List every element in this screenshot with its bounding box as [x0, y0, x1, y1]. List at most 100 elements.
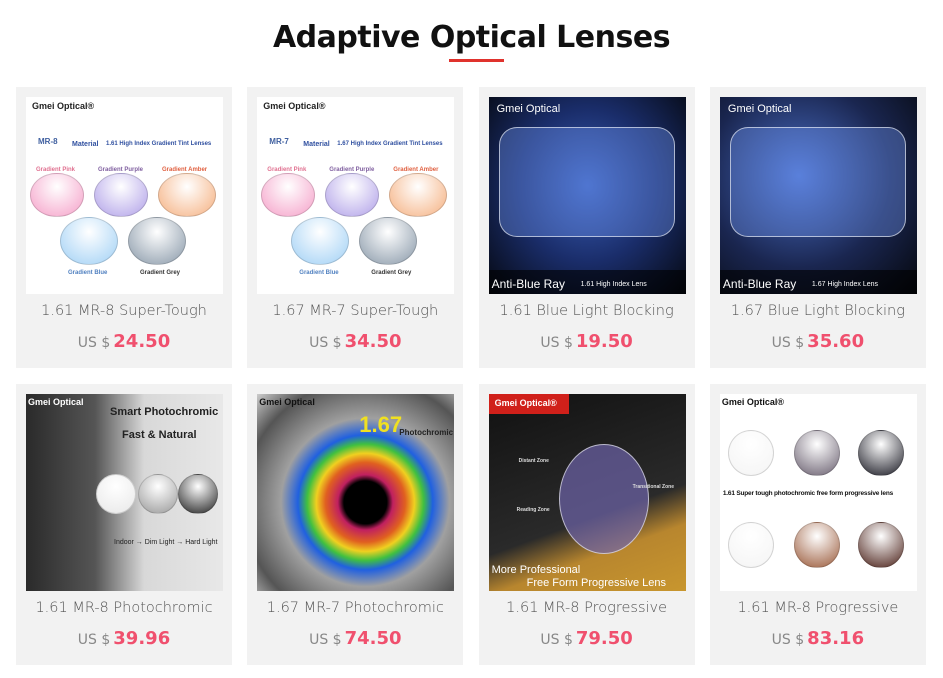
product-title[interactable]: 1.67 MR-7 Super-Tough — [272, 303, 439, 319]
product-card[interactable]: Gmei Optical® MR-7 Material 1.67 High Index… — [247, 87, 464, 368]
product-image[interactable]: Gmei Optical Smart Photochromic Fast & Nat… — [26, 394, 223, 591]
lens-graphic — [857, 430, 904, 476]
caption-band — [719, 270, 917, 294]
price-value: 24.50 — [113, 331, 171, 352]
product-title[interactable]: 1.67 Blue Light Blocking — [730, 303, 905, 319]
price-value: 83.16 — [807, 628, 865, 649]
product-title[interactable]: 1.61 MR-8 Photochromic — [35, 600, 213, 616]
product-image[interactable]: Gmei Optical® MR-7 Material 1.67 High Index… — [257, 97, 455, 294]
image-text: 1.67 High Index Lens — [811, 281, 879, 288]
product-image[interactable]: Gmei Optical Anti-Blue Ray 1.61 High Index… — [488, 97, 686, 294]
lens-graphic — [325, 173, 380, 217]
product-price: US $34.50 — [247, 331, 463, 352]
product-price: US $35.60 — [710, 331, 926, 352]
currency-label: US $ — [771, 335, 805, 351]
image-text: Gmei Optical — [259, 397, 315, 407]
image-text: Gradient Purple — [329, 167, 375, 173]
price-value: 79.50 — [575, 628, 633, 649]
currency-label: US $ — [540, 632, 573, 648]
product-card[interactable]: Gmei Optical Smart Photochromic Fast & Nat… — [16, 384, 232, 665]
price-value: 19.50 — [575, 331, 633, 352]
image-text: Material — [72, 141, 99, 148]
product-price: US $19.50 — [479, 331, 695, 352]
currency-label: US $ — [77, 632, 111, 648]
image-text: Gradient Purple — [98, 167, 144, 173]
lens-graphic — [96, 474, 136, 514]
image-text: Gmei Optical® — [32, 101, 95, 111]
lens-graphic — [60, 217, 118, 265]
image-text: Gmei Optical® — [263, 101, 326, 111]
product-title[interactable]: 1.61 Blue Light Blocking — [499, 303, 674, 319]
image-text: 1.61 Super tough photochromic free form … — [722, 490, 894, 497]
lens-graphic — [857, 522, 904, 568]
lens-graphic — [729, 127, 906, 237]
product-image[interactable]: Gmei Optical Anti-Blue Ray 1.67 High Index… — [719, 97, 917, 294]
product-card[interactable]: Gmei Optical® 1.61 Super tough photochrom… — [709, 384, 926, 665]
currency-label: US $ — [540, 335, 573, 351]
product-image[interactable]: Gmei Optical 1.67 Photochromic — [257, 394, 455, 591]
image-text: MR-8 — [38, 137, 58, 146]
image-text: Gmei Optical® — [721, 397, 785, 407]
product-price: US $74.50 — [247, 628, 463, 649]
product-card[interactable]: Gmei Optical 1.67 Photochromic 1.67 MR-7 Ph… — [247, 384, 464, 665]
image-text: Gmei Optical — [496, 103, 561, 115]
product-card[interactable]: Gmei Optical® Distant Zone Transitional Zo… — [478, 384, 695, 665]
image-text: Gradient Amber — [162, 167, 208, 173]
product-card[interactable]: Gmei Optical Anti-Blue Ray 1.67 High Index… — [709, 87, 926, 368]
image-text: More Professional — [491, 564, 581, 576]
currency-label: US $ — [77, 335, 111, 351]
product-title[interactable]: 1.61 MR-8 Progressive — [506, 600, 668, 616]
lens-graphic — [94, 173, 148, 217]
product-title[interactable]: 1.67 MR-7 Photochromic — [266, 600, 444, 616]
lens-graphic — [178, 474, 218, 514]
price-value: 35.60 — [807, 331, 865, 352]
image-text: Material — [303, 141, 330, 148]
lens-graphic — [793, 430, 840, 476]
product-image[interactable]: Gmei Optical® 1.61 Super tough photochrom… — [719, 394, 917, 591]
product-image[interactable]: Gmei Optical® MR-8 Material 1.61 High Index… — [26, 97, 223, 294]
lens-graphic — [138, 474, 178, 514]
lens-graphic — [498, 127, 675, 237]
lens-graphic — [558, 444, 649, 554]
currency-label: US $ — [309, 632, 342, 648]
currency-label: US $ — [771, 632, 805, 648]
image-text: 1.67 — [359, 412, 403, 437]
image-text: 1.67 High Index Gradient Tint Lenses — [337, 141, 443, 147]
image-text: Gradient Amber — [393, 167, 439, 173]
image-text: Free Form Progressive Lens — [526, 577, 666, 589]
lens-graphic — [793, 522, 840, 568]
image-text: 1.61 High Index Gradient Tint Lenses — [106, 141, 212, 147]
image-text: Transitional Zone — [632, 484, 674, 490]
currency-label: US $ — [309, 335, 342, 351]
lens-graphic — [261, 173, 316, 217]
product-card[interactable]: Gmei Optical® MR-8 Material 1.61 High Index… — [16, 87, 232, 368]
lens-graphic — [359, 217, 418, 265]
image-text: Gradient Blue — [68, 270, 108, 276]
product-card[interactable]: Gmei Optical Anti-Blue Ray 1.61 High Index… — [478, 87, 695, 368]
title-underline — [449, 59, 504, 62]
product-title[interactable]: 1.61 MR-8 Progressive — [737, 600, 899, 616]
product-price: US $24.50 — [16, 331, 232, 352]
image-text: Gmei Optical® — [494, 398, 557, 408]
product-image[interactable]: Gmei Optical® Distant Zone Transitional Zo… — [488, 394, 686, 591]
product-price: US $39.96 — [16, 628, 232, 649]
product-price: US $83.16 — [710, 628, 926, 649]
product-title[interactable]: 1.61 MR-8 Super-Tough — [41, 303, 207, 319]
image-text: 1.61 High Index Lens — [580, 281, 647, 288]
price-value: 74.50 — [344, 628, 402, 649]
image-text: Photochromic — [399, 428, 454, 437]
image-text: Gradient Grey — [371, 270, 412, 276]
lens-graphic — [291, 217, 350, 265]
image-text: Fast & Natural — [122, 429, 197, 441]
lens-graphic — [158, 173, 216, 217]
page-title: Adaptive Optical Lenses — [272, 20, 671, 55]
product-price: US $79.50 — [479, 628, 695, 649]
image-text: Gradient Grey — [140, 270, 181, 276]
image-text: Anti-Blue Ray — [491, 277, 565, 291]
image-text: Distant Zone — [518, 458, 549, 464]
image-text: Reading Zone — [516, 507, 550, 513]
image-text: Smart Photochromic — [110, 406, 219, 418]
image-text: Indoor → Dim Light → Hard Light — [114, 539, 218, 546]
price-value: 34.50 — [344, 331, 402, 352]
image-text: Gradient Pink — [267, 167, 307, 173]
